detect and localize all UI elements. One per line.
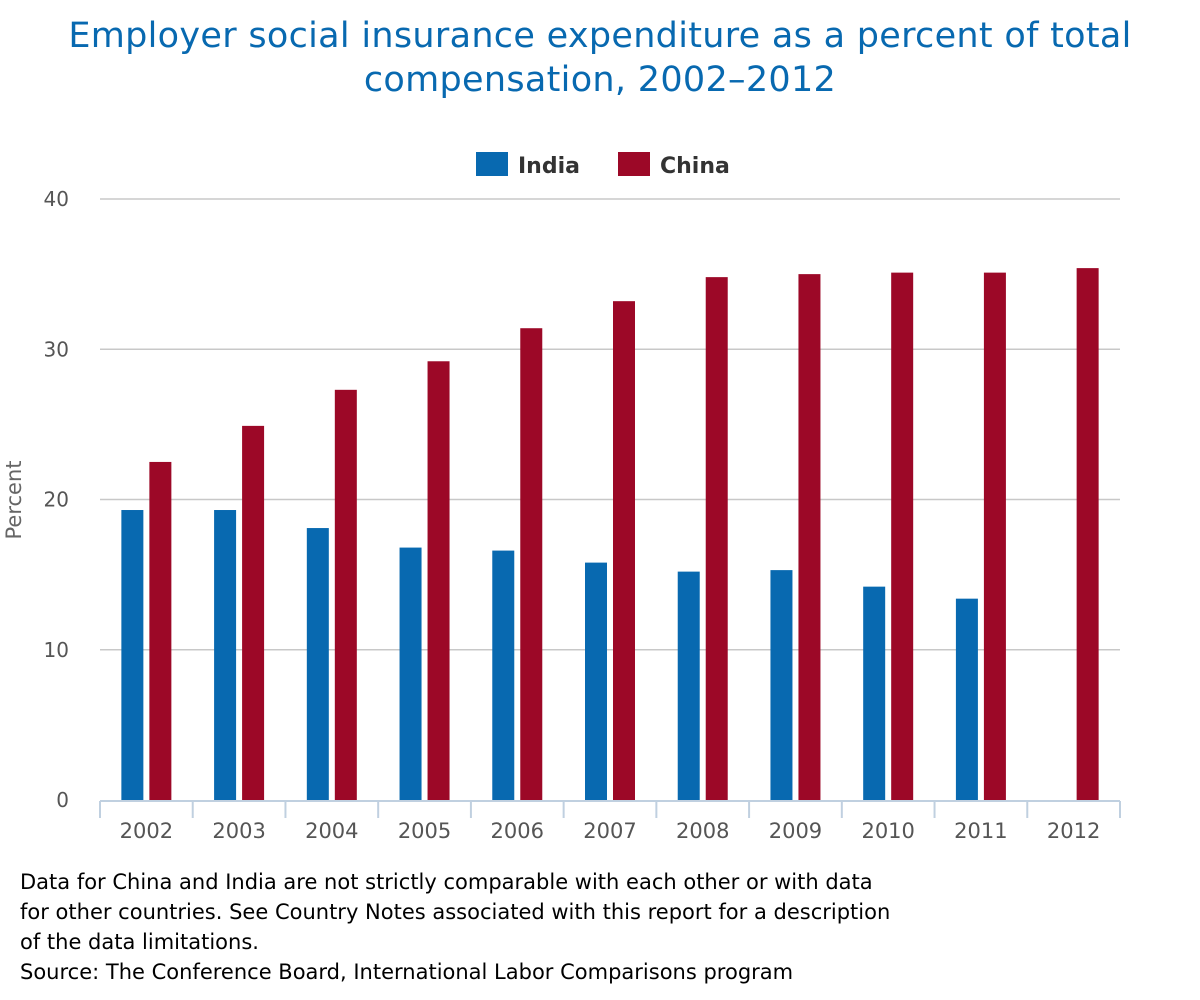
footnote: Data for China and India are not strictl… bbox=[20, 867, 1170, 987]
legend-swatch-china bbox=[618, 152, 650, 176]
bar-china-2012[interactable] bbox=[1076, 268, 1099, 800]
gridlines bbox=[100, 198, 1120, 651]
bar-china-2010[interactable] bbox=[891, 272, 914, 800]
x-tick-label: 2009 bbox=[769, 819, 822, 843]
bar-india-2004[interactable] bbox=[306, 528, 329, 800]
bar-china-2004[interactable] bbox=[334, 389, 357, 800]
bar-india-2006[interactable] bbox=[492, 550, 515, 800]
x-tick-label: 2011 bbox=[954, 819, 1007, 843]
y-tick-label: 10 bbox=[44, 638, 69, 662]
x-tick-label: 2012 bbox=[1047, 819, 1100, 843]
source-note: Source: The Conference Board, Internatio… bbox=[20, 960, 794, 984]
bars bbox=[121, 268, 1099, 800]
chart-title-line-2: compensation, 2002–2012 bbox=[363, 60, 837, 100]
x-tick-label: 2002 bbox=[120, 819, 173, 843]
footnote-line-3: of the data limitations. bbox=[20, 930, 259, 954]
bar-india-2002[interactable] bbox=[121, 510, 144, 800]
footnote-line-1: Data for China and India are not strictl… bbox=[20, 870, 873, 894]
bar-india-2003[interactable] bbox=[214, 510, 237, 800]
legend-label-india[interactable]: India bbox=[518, 154, 580, 179]
footnote-line-2: for other countries. See Country Notes a… bbox=[20, 900, 891, 924]
chart-title-line-1: Employer social insurance expenditure as… bbox=[68, 16, 1132, 56]
legend-swatch-india bbox=[476, 152, 508, 176]
chart-title: Employer social insurance expenditure as… bbox=[40, 14, 1160, 102]
bar-china-2003[interactable] bbox=[242, 425, 265, 800]
x-tick-label: 2008 bbox=[676, 819, 729, 843]
bar-india-2007[interactable] bbox=[585, 562, 607, 800]
bar-china-2009[interactable] bbox=[798, 274, 821, 800]
x-tick-label: 2005 bbox=[398, 819, 451, 843]
y-tick-label: 0 bbox=[56, 788, 69, 812]
bar-india-2008[interactable] bbox=[677, 571, 700, 800]
bar-india-2011[interactable] bbox=[955, 598, 978, 800]
bar-china-2005[interactable] bbox=[427, 361, 450, 800]
x-tick-label: 2003 bbox=[212, 819, 265, 843]
bar-india-2010[interactable] bbox=[863, 586, 886, 800]
y-tick-label: 20 bbox=[44, 488, 69, 512]
x-tick-label: 2006 bbox=[491, 819, 544, 843]
bar-china-2011[interactable] bbox=[983, 272, 1006, 800]
bar-china-2006[interactable] bbox=[520, 328, 543, 800]
x-tick-label: 2004 bbox=[305, 819, 358, 843]
y-axis-title: Percent bbox=[2, 460, 26, 539]
bar-india-2009[interactable] bbox=[770, 570, 793, 800]
bar-china-2007[interactable] bbox=[613, 301, 635, 800]
y-tick-label: 40 bbox=[44, 187, 69, 211]
legend: India China bbox=[476, 152, 730, 179]
bar-china-2008[interactable] bbox=[705, 277, 728, 800]
y-tick-label: 30 bbox=[44, 337, 69, 361]
x-axis-tick-labels: 2002 2003 2004 2005 2006 2007 2008 2009 2010 2011… bbox=[120, 819, 1101, 843]
x-tick-label: 2010 bbox=[861, 819, 914, 843]
bar-china-2002[interactable] bbox=[149, 461, 172, 800]
bar-india-2005[interactable] bbox=[399, 547, 422, 800]
x-tick-label: 2007 bbox=[583, 819, 636, 843]
y-axis-tick-labels: 0 10 20 30 40 bbox=[44, 187, 69, 812]
x-axis bbox=[99, 800, 1121, 818]
legend-label-china[interactable]: China bbox=[660, 154, 730, 179]
